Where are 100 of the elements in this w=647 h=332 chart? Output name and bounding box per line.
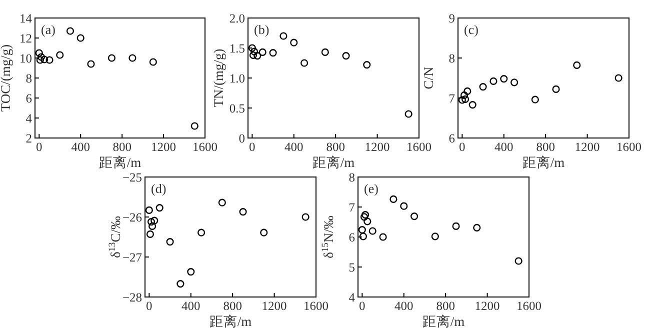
point [269,49,277,57]
point [36,56,44,64]
point [250,48,258,56]
point [473,224,481,232]
x-tick-label: 0 [359,299,366,313]
y-tick-label: 6 [26,91,32,106]
point [379,233,387,241]
point [573,61,581,69]
point [249,51,258,59]
point [66,27,74,35]
point [258,48,266,56]
point [156,204,164,212]
x-tick-label: 1600 [516,299,542,313]
point [260,228,268,236]
y-tick-label: 8 [26,71,32,86]
point [37,53,46,61]
point [410,212,418,220]
y-tick-label: 12 [20,31,32,46]
x-tick-label: 1600 [304,299,328,313]
y-tick-label: 0.5 [229,101,245,116]
point [404,110,412,118]
point [290,38,298,46]
y-tick-label: 5 [348,260,355,274]
point [368,227,376,235]
point [146,230,154,238]
y-tick-label: 9 [448,11,455,26]
point [176,280,184,288]
x-tick-label: 400 [284,140,304,154]
x-axis-title: 距离/m [522,155,566,170]
y-tick-label: 10 [20,51,32,66]
annotation: (b) [254,22,270,37]
y-tick-label: 7 [348,200,355,214]
y-tick-label: 6 [448,131,455,146]
x-tick-label: 1600 [616,140,642,154]
x-axis-title: 距离/m [312,155,356,170]
point [390,195,398,203]
point [46,56,54,64]
y-axis-title: C/N [421,66,436,90]
annotation: (c) [464,22,478,37]
point [190,122,198,130]
x-tick-label: 800 [536,140,555,154]
y-tick-label: 7 [448,91,455,106]
point [490,77,498,85]
x-tick-label: 0 [249,140,256,154]
x-tick-label: 400 [71,140,90,154]
annotation: (e) [364,181,378,196]
x-tick-label: 800 [326,140,345,154]
y-tick-label: 2.0 [229,11,245,26]
point [218,198,226,206]
x-tick-label: 800 [223,299,242,313]
point [479,83,487,91]
point [166,238,174,246]
x-tick-label: 800 [112,140,132,154]
point [468,101,476,109]
x-tick-label: 400 [182,299,200,313]
point [400,202,408,210]
point [147,218,156,226]
y-tick-label: −27 [122,250,142,264]
point [363,61,371,69]
point [362,211,370,219]
point [464,87,472,95]
x-tick-label: 1200 [364,140,390,154]
point [321,48,329,56]
x-tick-label: 1200 [151,140,176,154]
point [531,96,539,104]
point [302,213,310,221]
point [108,54,116,62]
point [358,226,366,234]
x-axis-title: 距离/m [209,314,252,329]
y-tick-label: 6 [348,230,355,244]
point [280,32,288,40]
point [364,218,372,226]
point [300,59,308,67]
point [149,58,157,66]
point [514,257,522,265]
point [128,54,136,62]
point [35,49,43,57]
x-tick-label: 1200 [574,140,600,154]
x-tick-label: 1600 [406,140,432,154]
point [552,85,560,93]
x-tick-label: 0 [146,299,152,313]
point [359,232,368,240]
point [145,206,153,214]
y-tick-label: 2 [26,131,32,146]
point [148,222,156,230]
y-tick-label: 8 [348,170,355,184]
y-tick-label: −28 [122,290,142,304]
annotation: (a) [41,22,56,37]
y-axis-title: TOC/(mg/g) [0,44,13,112]
point [510,78,518,86]
point [360,213,368,221]
x-tick-label: 0 [459,140,466,154]
point [431,232,439,240]
y-tick-label: 1.0 [229,71,245,86]
point [614,74,622,82]
y-tick-label: −25 [122,170,142,184]
x-axis-title: 距离/m [98,155,142,170]
point [248,44,256,52]
x-tick-label: 400 [494,140,514,154]
point [150,216,158,224]
